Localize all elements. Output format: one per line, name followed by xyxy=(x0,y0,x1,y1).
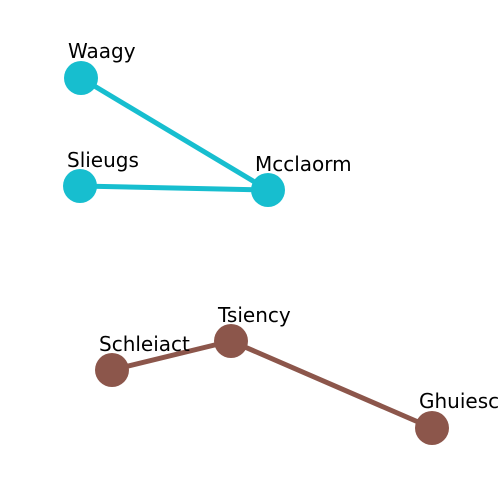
node-label-schleiact: Schleiact xyxy=(99,332,190,356)
node-mcclaorm xyxy=(251,173,285,207)
edge-slieugs-mcclaorm xyxy=(77,183,271,193)
edge-schleiact-tsiency xyxy=(109,338,234,373)
node-label-slieugs: Slieugs xyxy=(67,148,139,172)
node-label-mcclaorm: Mcclaorm xyxy=(255,152,352,176)
node-tsiency xyxy=(214,324,248,358)
node-ghuiesc xyxy=(415,411,449,445)
node-label-waagy: Waagy xyxy=(68,39,136,63)
node-waagy xyxy=(64,61,98,95)
nodes-layer xyxy=(63,61,449,445)
node-label-tsiency: Tsiency xyxy=(217,303,291,327)
node-label-ghuiesc: Ghuiesc xyxy=(419,389,499,413)
node-schleiact xyxy=(95,353,129,387)
edges-layer xyxy=(77,75,435,431)
node-slieugs xyxy=(63,169,97,203)
edge-waagy-mcclaorm xyxy=(78,75,271,193)
labels-layer: Waagy Slieugs Mcclaorm Tsiency Schleiact… xyxy=(67,39,499,413)
edge-tsiency-ghuiesc xyxy=(228,338,435,431)
